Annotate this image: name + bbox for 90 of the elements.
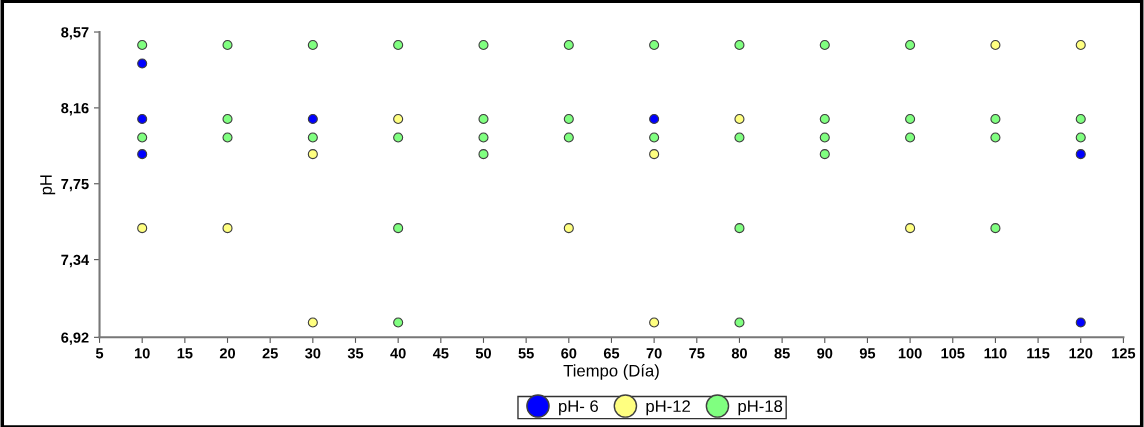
point	[563, 39, 574, 51]
point	[905, 132, 916, 143]
x-tick-label: 5	[95, 348, 104, 359]
y-tick-label: 8,57	[61, 27, 89, 40]
x-tick-label: 25	[262, 348, 278, 359]
x-tick-label: 15	[177, 348, 193, 359]
y-axis-title: pH	[40, 175, 56, 195]
point	[819, 39, 830, 51]
point	[1075, 113, 1086, 125]
point	[905, 39, 916, 51]
point	[905, 223, 916, 234]
point	[307, 317, 318, 328]
point	[137, 132, 148, 143]
point	[990, 132, 1001, 143]
point	[478, 149, 489, 160]
point	[137, 39, 148, 51]
x-tick-label: 100	[898, 348, 922, 359]
point	[649, 113, 660, 125]
point	[734, 317, 745, 328]
x-tick-label: 125	[1112, 348, 1136, 359]
x-tick-label: 50	[475, 348, 491, 359]
point	[819, 149, 830, 160]
x-tick-label: 65	[603, 348, 620, 359]
point	[990, 39, 1001, 51]
x-tick-label: 30	[305, 348, 321, 359]
point	[137, 223, 148, 234]
x-tick-label: 95	[859, 348, 876, 359]
point	[649, 149, 660, 160]
point	[819, 132, 830, 143]
point	[649, 132, 660, 143]
x-tick-label: 60	[561, 348, 577, 359]
x-tick-label: 40	[390, 348, 406, 359]
y-tick-label: 8,16	[61, 102, 89, 116]
point	[905, 113, 916, 125]
point	[478, 132, 489, 143]
x-tick-label: 90	[817, 348, 833, 359]
x-axis-title: Tiempo (Día)	[563, 364, 659, 380]
x-tick-label: 110	[984, 348, 1007, 359]
x-tick-label: 85	[774, 348, 790, 359]
point	[649, 317, 660, 328]
point	[990, 223, 1001, 234]
point	[222, 39, 233, 51]
point	[1075, 132, 1086, 143]
point	[563, 132, 574, 143]
point	[222, 113, 233, 125]
point	[307, 149, 318, 160]
x-tick-label: 75	[689, 348, 705, 359]
point	[137, 113, 148, 125]
point	[563, 113, 574, 125]
point	[393, 132, 404, 143]
point	[734, 223, 745, 234]
point	[393, 39, 404, 51]
point	[222, 132, 233, 143]
legend-label: pH-18	[738, 400, 783, 416]
point	[393, 223, 404, 234]
point	[1075, 317, 1086, 328]
point	[307, 113, 318, 125]
y-tick-label: 6,92	[61, 332, 89, 345]
legend-label: pH-12	[646, 400, 690, 416]
y-tick-label: 7,34	[61, 254, 90, 268]
point	[1075, 149, 1086, 160]
point	[222, 223, 233, 234]
point	[307, 132, 318, 143]
x-tick-label: 120	[1069, 348, 1093, 359]
point	[649, 39, 660, 51]
point	[137, 58, 148, 69]
point	[1075, 39, 1086, 51]
x-tick-label: 55	[518, 348, 534, 359]
point	[393, 113, 404, 125]
point	[137, 149, 148, 160]
x-tick-label: 80	[731, 348, 747, 359]
point	[307, 39, 318, 51]
point	[734, 113, 745, 125]
point	[393, 317, 404, 328]
point	[734, 39, 745, 51]
x-tick-label: 10	[135, 348, 150, 359]
point	[563, 223, 574, 234]
point	[819, 113, 830, 125]
x-tick-label: 105	[941, 348, 965, 359]
x-tick-label: 45	[432, 348, 449, 359]
point	[478, 39, 489, 51]
y-tick-label: 7,75	[61, 179, 89, 192]
x-tick-label: 115	[1027, 348, 1050, 359]
x-tick-label: 35	[347, 348, 364, 359]
x-tick-label: 70	[646, 348, 662, 359]
x-tick-label: 20	[219, 348, 236, 359]
legend-label: pH- 6	[559, 400, 598, 416]
point	[734, 132, 745, 143]
point	[478, 113, 489, 125]
point	[990, 113, 1001, 125]
